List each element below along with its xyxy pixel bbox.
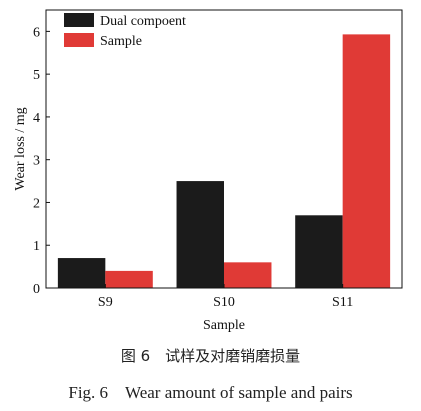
bar-chart: 0 1 2 3 4 5 6 S9 S10 S11 Sample Wear loss / mg D… [13,9,403,333]
x-tick-label: S10 [213,295,235,310]
legend-swatch-series-2 [64,33,94,47]
x-tick-label: S11 [332,295,353,310]
x-axis-label: Sample [203,318,245,333]
y-tick-label: 3 [33,154,40,169]
y-tick-label: 2 [33,196,40,211]
bars-group [57,34,391,288]
y-tick-label: 1 [33,239,40,254]
bar-s10-series-2 [224,262,272,288]
x-tick-label: S9 [98,295,113,310]
legend-label-series-1: Dual compoent [100,14,186,29]
y-tick-label: 0 [33,282,40,297]
y-tick-label: 6 [33,25,40,40]
bar-s10-series-1 [176,181,224,288]
y-tick-label: 4 [33,111,40,126]
legend-label-series-2: Sample [100,34,142,49]
legend: Dual compoent Sample [64,13,186,49]
y-tick-label: 5 [33,68,40,83]
bar-s9-series-1 [57,258,106,288]
figure-caption-chinese: 图 6 试样及对磨销磨损量 [120,347,301,365]
y-axis-label: Wear loss / mg [13,107,28,190]
legend-swatch-series-1 [64,13,94,27]
bar-s11-series-2 [342,34,391,288]
bar-s11-series-1 [295,215,343,288]
x-axis-ticks: S9 S10 S11 [98,284,353,310]
y-axis-ticks: 0 1 2 3 4 5 6 [33,25,50,297]
figure-caption-english: Fig. 6 Wear amount of sample and pairs [68,383,353,402]
bar-s9-series-2 [105,270,153,288]
